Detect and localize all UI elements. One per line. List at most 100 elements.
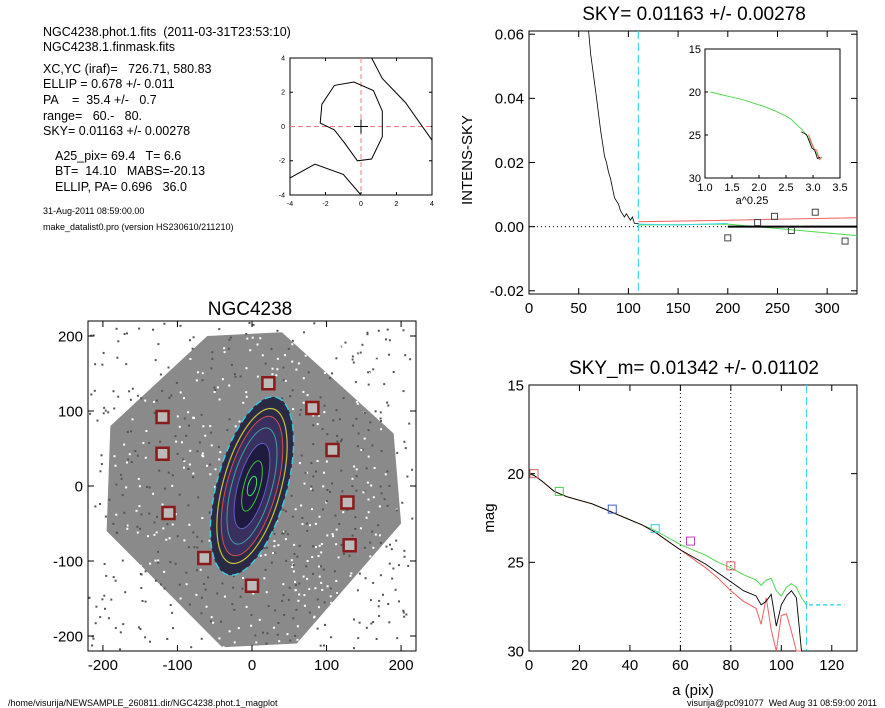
speckle-dot — [398, 551, 401, 554]
speckle-dot — [400, 345, 403, 347]
speckle-dot — [214, 389, 217, 391]
speckle-dot — [291, 343, 294, 346]
speckle-dot — [283, 530, 285, 533]
inset-ytick-label: 20 — [689, 87, 701, 99]
mag-ytick-label: 20 — [507, 466, 524, 483]
speckle-dot — [88, 596, 91, 599]
speckle-dot — [374, 364, 377, 367]
speckle-dot — [258, 618, 261, 621]
contour-xtick-label: 4 — [430, 201, 434, 208]
speckle-dot — [294, 508, 297, 511]
param-line-5: SKY= 0.01163 +/- 0.00278 — [43, 124, 191, 138]
speckle-dot — [166, 523, 169, 526]
speckle-dot — [126, 527, 129, 530]
speckle-dot — [192, 472, 195, 475]
speckle-dot — [323, 471, 325, 474]
speckle-dot — [291, 515, 294, 518]
mag-marker — [607, 504, 617, 514]
speckle-dot — [290, 559, 293, 562]
speckle-dot — [165, 538, 168, 541]
speckle-dot — [134, 450, 137, 452]
speckle-dot — [273, 551, 276, 554]
speckle-dot — [237, 627, 240, 630]
speckle-dot — [411, 517, 414, 520]
speckle-dot — [174, 435, 177, 438]
speckle-dot — [265, 642, 268, 645]
speckle-dot — [306, 560, 309, 562]
speckle-dot — [409, 358, 412, 361]
speckle-dot — [413, 384, 416, 387]
inset-ytick-label: 30 — [689, 173, 701, 185]
speckle-dot — [377, 329, 380, 332]
speckle-dot — [369, 555, 372, 558]
speckle-dot — [95, 626, 98, 629]
speckle-dot — [300, 504, 303, 507]
speckle-dot — [217, 446, 220, 448]
speckle-dot — [188, 424, 190, 427]
speckle-dot — [95, 605, 98, 608]
speckle-dot — [91, 644, 94, 647]
speckle-dot — [213, 386, 216, 389]
speckle-dot — [204, 588, 207, 591]
speckle-dot — [145, 430, 148, 432]
speckle-dot — [110, 598, 113, 601]
speckle-dot — [117, 340, 120, 343]
speckle-dot — [112, 576, 115, 579]
speckle-dot — [191, 347, 194, 350]
sky-point — [841, 237, 849, 245]
speckle-dot — [335, 409, 338, 412]
speckle-dot — [144, 600, 147, 603]
speckle-dot — [245, 367, 248, 370]
speckle-dot — [292, 617, 295, 620]
derived-line-1: A25_pix= 69.4 T= 6.6 — [55, 149, 182, 163]
sky-xtick-label: 200 — [715, 300, 740, 317]
speckle-dot — [377, 524, 380, 527]
speckle-dot — [329, 490, 331, 493]
speckle-dot — [187, 504, 190, 507]
speckle-dot — [284, 354, 286, 357]
speckle-dot — [313, 616, 316, 619]
speckle-dot — [286, 533, 289, 536]
speckle-dot — [353, 647, 355, 650]
speckle-dot — [366, 629, 369, 632]
speckle-dot — [355, 475, 358, 478]
contour-xtick-label: -2 — [322, 201, 328, 208]
speckle-dot — [292, 564, 295, 566]
speckle-dot — [88, 501, 91, 504]
speckle-dot — [395, 509, 398, 512]
inset-xtick-label: 2.5 — [778, 182, 793, 194]
speckle-dot — [284, 379, 287, 382]
speckle-dot — [201, 517, 204, 519]
sky-cyan-line — [638, 222, 728, 226]
speckle-dot — [148, 334, 151, 336]
speckle-dot — [200, 637, 203, 640]
speckle-dot — [138, 327, 141, 330]
speckle-dot — [174, 513, 177, 516]
speckle-dot — [101, 591, 104, 594]
speckle-dot — [113, 407, 116, 410]
sky-ytick-label: 0.00 — [495, 219, 524, 236]
speckle-dot — [101, 598, 104, 601]
speckle-dot — [214, 468, 217, 471]
inset-xtick-label: 3.0 — [805, 182, 820, 194]
sky-xtick-label: 300 — [815, 300, 840, 317]
mag-xtick-label: 40 — [622, 657, 639, 674]
speckle-dot — [191, 333, 194, 336]
speckle-dot — [99, 616, 102, 619]
speckle-dot — [102, 412, 105, 415]
speckle-dot — [271, 373, 274, 376]
speckle-dot — [148, 442, 151, 444]
speckle-dot — [395, 549, 398, 552]
speckle-dot — [375, 357, 378, 360]
speckle-dot — [239, 375, 242, 378]
speckle-dot — [183, 466, 185, 469]
speckle-dot — [361, 448, 364, 451]
speckle-dot — [112, 390, 115, 393]
masked-star-box — [342, 538, 357, 553]
speckle-dot — [284, 510, 287, 513]
speckle-dot — [259, 554, 262, 557]
speckle-dot — [409, 349, 412, 352]
speckle-dot — [274, 609, 277, 612]
speckle-dot — [229, 336, 232, 339]
date-line: 31-Aug-2011 08:59:00.00 — [43, 206, 145, 216]
